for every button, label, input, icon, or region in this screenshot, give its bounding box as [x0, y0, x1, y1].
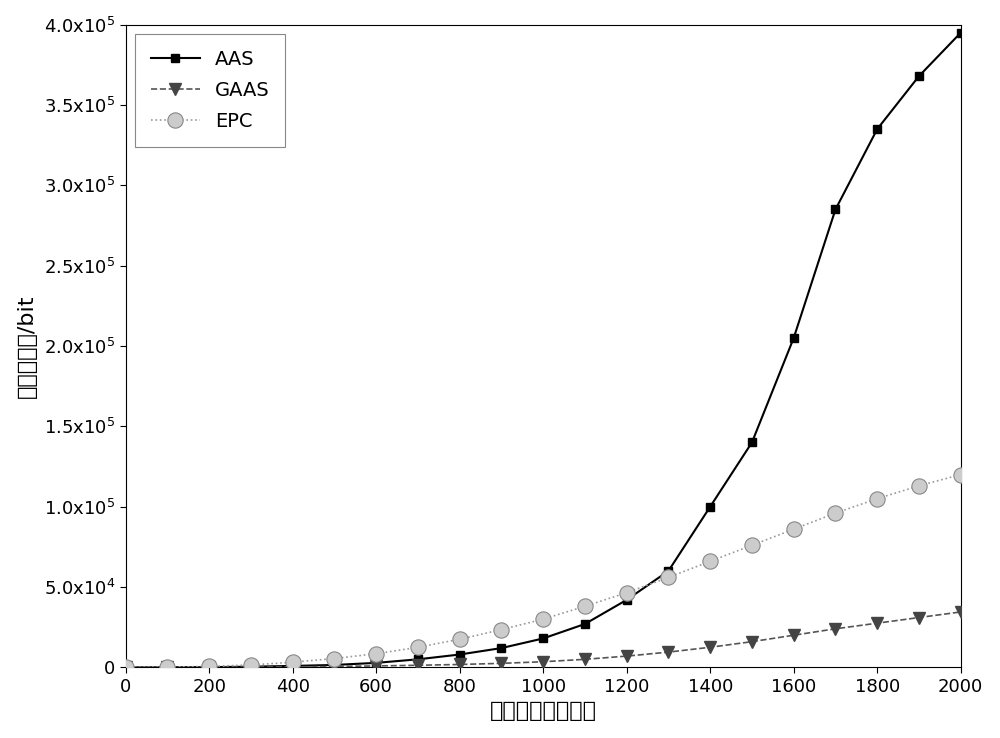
AAS	[495, 644, 507, 652]
GAAS	[161, 663, 173, 672]
AAS	[203, 663, 215, 672]
AAS	[704, 503, 716, 511]
Line: GAAS: GAAS	[120, 607, 966, 673]
EPC	[955, 470, 967, 479]
AAS	[871, 125, 883, 134]
EPC	[662, 573, 674, 582]
AAS	[412, 655, 424, 663]
EPC	[788, 525, 800, 534]
Legend: AAS, GAAS, EPC: AAS, GAAS, EPC	[135, 35, 285, 147]
GAAS	[328, 662, 340, 671]
EPC	[704, 557, 716, 566]
EPC	[537, 615, 549, 624]
EPC	[161, 663, 173, 672]
EPC	[495, 625, 507, 634]
AAS	[746, 438, 758, 447]
GAAS	[746, 637, 758, 646]
AAS	[454, 650, 466, 659]
GAAS	[287, 663, 299, 672]
AAS	[161, 663, 173, 672]
AAS	[245, 662, 257, 671]
EPC	[454, 635, 466, 644]
AAS	[662, 567, 674, 576]
GAAS	[955, 607, 967, 616]
EPC	[579, 602, 591, 611]
GAAS	[454, 660, 466, 669]
EPC	[829, 508, 841, 517]
AAS	[537, 634, 549, 643]
EPC	[245, 661, 257, 669]
EPC	[621, 588, 633, 597]
EPC	[412, 643, 424, 652]
AAS	[829, 205, 841, 214]
EPC	[746, 541, 758, 550]
GAAS	[537, 658, 549, 666]
GAAS	[704, 643, 716, 652]
AAS	[328, 661, 340, 669]
EPC	[328, 654, 340, 663]
X-axis label: 待识别标签的数目: 待识别标签的数目	[490, 701, 597, 721]
GAAS	[245, 663, 257, 672]
GAAS	[579, 655, 591, 663]
GAAS	[788, 631, 800, 640]
EPC	[120, 663, 132, 672]
GAAS	[913, 613, 925, 622]
AAS	[955, 28, 967, 37]
AAS	[120, 663, 132, 672]
AAS	[579, 620, 591, 629]
Line: EPC: EPC	[118, 467, 968, 675]
EPC	[287, 658, 299, 666]
GAAS	[495, 659, 507, 668]
Line: AAS: AAS	[121, 29, 965, 672]
GAAS	[120, 663, 132, 672]
AAS	[788, 334, 800, 342]
GAAS	[662, 648, 674, 657]
GAAS	[370, 661, 382, 670]
EPC	[913, 481, 925, 490]
GAAS	[829, 624, 841, 633]
AAS	[621, 596, 633, 604]
AAS	[913, 72, 925, 80]
Y-axis label: 标签的开销/bit: 标签的开销/bit	[17, 294, 37, 398]
GAAS	[621, 652, 633, 661]
AAS	[370, 658, 382, 667]
EPC	[871, 494, 883, 503]
GAAS	[871, 618, 883, 627]
GAAS	[203, 663, 215, 672]
GAAS	[412, 661, 424, 669]
AAS	[287, 661, 299, 670]
EPC	[370, 649, 382, 658]
EPC	[203, 662, 215, 671]
